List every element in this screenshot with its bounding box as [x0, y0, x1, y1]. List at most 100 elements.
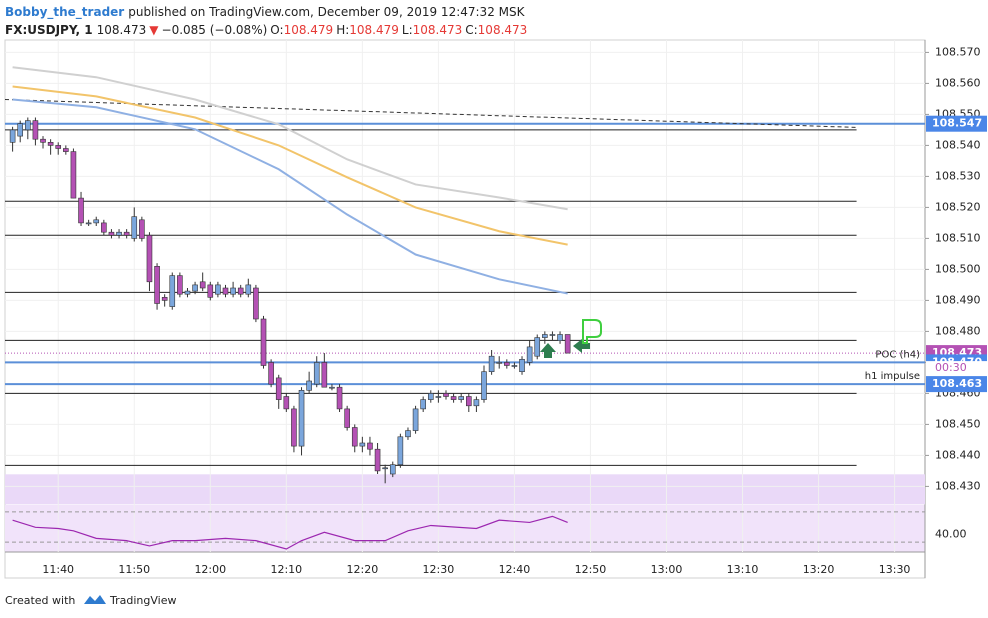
candle-body [139, 219, 145, 239]
candle-body [542, 334, 548, 338]
candle-body [359, 442, 366, 447]
candle-body [504, 362, 510, 366]
symbol: FX:USDJPY, 1 [5, 23, 93, 37]
candle-body [511, 365, 518, 367]
x-tick-label: 13:20 [803, 563, 835, 576]
candle-body [443, 393, 449, 397]
countdown: 00:30 [935, 361, 967, 374]
rsi-line [12, 515, 568, 550]
candle-body [397, 436, 404, 465]
annotation: POC (h4) [875, 349, 920, 360]
candle-body [116, 231, 122, 236]
price-label: 108.547 [932, 117, 982, 130]
x-tick-label: 11:40 [42, 563, 74, 576]
candle-body [519, 358, 525, 372]
y-tick-label: 108.430 [935, 479, 981, 492]
candle-body [389, 464, 396, 475]
change: −0.085 (−0.08%) [162, 23, 268, 37]
y-tick-label: 108.480 [935, 324, 981, 337]
y-tick-label: 108.440 [935, 448, 981, 461]
candle-body [458, 396, 464, 400]
low-value: 108.473 [413, 23, 463, 37]
y-tick-label: 108.490 [935, 293, 981, 306]
candle-body [329, 386, 335, 389]
candle-body [405, 430, 411, 438]
candle-body [564, 334, 571, 354]
plot: 108.430108.440108.450108.460108.470108.4… [4, 40, 987, 576]
candle-body [344, 408, 350, 428]
x-tick-label: 12:10 [270, 563, 302, 576]
candle-body [382, 467, 388, 470]
candle-body [177, 275, 183, 295]
footer-brand[interactable]: TradingView [109, 594, 176, 607]
x-tick-label: 11:50 [118, 563, 150, 576]
candle-body [253, 287, 259, 320]
thumb-icon [582, 319, 602, 344]
candle-body [412, 408, 419, 431]
x-tick-label: 12:30 [423, 563, 455, 576]
up-arrow-icon [540, 343, 556, 358]
signal-icons [540, 319, 602, 358]
candle-body [146, 235, 153, 283]
candle-body [321, 362, 328, 388]
low-label: L: [402, 23, 413, 37]
candle-body [131, 216, 138, 239]
candle-body [184, 290, 191, 295]
candle-body [55, 145, 62, 149]
candle-body [63, 148, 69, 152]
candle-body [313, 362, 320, 385]
candle-body [374, 448, 381, 472]
candle-body [25, 120, 31, 131]
candle-body [351, 427, 358, 447]
candle-body [260, 318, 267, 366]
candle-body [275, 377, 282, 400]
candle-body [306, 380, 312, 391]
candle-body [481, 371, 487, 400]
zone [5, 474, 925, 505]
candle-body [101, 222, 107, 233]
candle-body [466, 396, 472, 407]
countdown-box [926, 361, 987, 376]
y-tick-label: 108.570 [935, 45, 981, 58]
candle-body [526, 346, 533, 363]
candle-body [427, 393, 434, 400]
footer-created: Created with [5, 594, 75, 607]
price-label-box [926, 115, 987, 132]
y-tick-label: 108.530 [935, 169, 981, 182]
publish-info: published on TradingView.com, December 0… [128, 5, 525, 19]
candle-body [123, 231, 130, 236]
x-tick-label: 12:50 [575, 563, 607, 576]
candle-body [336, 386, 343, 410]
candle-body [450, 396, 457, 400]
high-value: 108.479 [349, 23, 399, 37]
annotation: h1 impulse [865, 371, 920, 382]
candle-body [473, 399, 480, 407]
candle-body [199, 281, 206, 289]
candle-body [154, 265, 160, 304]
candle-body [93, 219, 100, 224]
moving-average [12, 85, 568, 246]
change-arrow: ▼ [149, 23, 159, 37]
candle-body [215, 284, 221, 295]
candle-body [435, 396, 442, 398]
candle-body [47, 142, 54, 146]
price-label-box [926, 376, 987, 393]
candle-body [169, 275, 176, 307]
y-tick-label: 108.520 [935, 200, 981, 213]
candle-body [85, 222, 92, 225]
y-tick-label: 108.500 [935, 262, 981, 275]
last-price: 108.473 [97, 23, 147, 37]
author[interactable]: Bobby_the_trader [5, 5, 124, 20]
moving-average [12, 66, 568, 211]
candle-body [32, 120, 39, 140]
x-tick-label: 12:00 [194, 563, 226, 576]
candle-body [17, 123, 24, 137]
x-tick-label: 12:20 [347, 563, 379, 576]
candle-body [268, 362, 274, 385]
y-tick-label: 108.560 [935, 76, 981, 89]
moving-average [12, 98, 568, 295]
candle-body [192, 284, 198, 292]
x-tick-label: 12:40 [499, 563, 531, 576]
high-label: H: [336, 23, 349, 37]
